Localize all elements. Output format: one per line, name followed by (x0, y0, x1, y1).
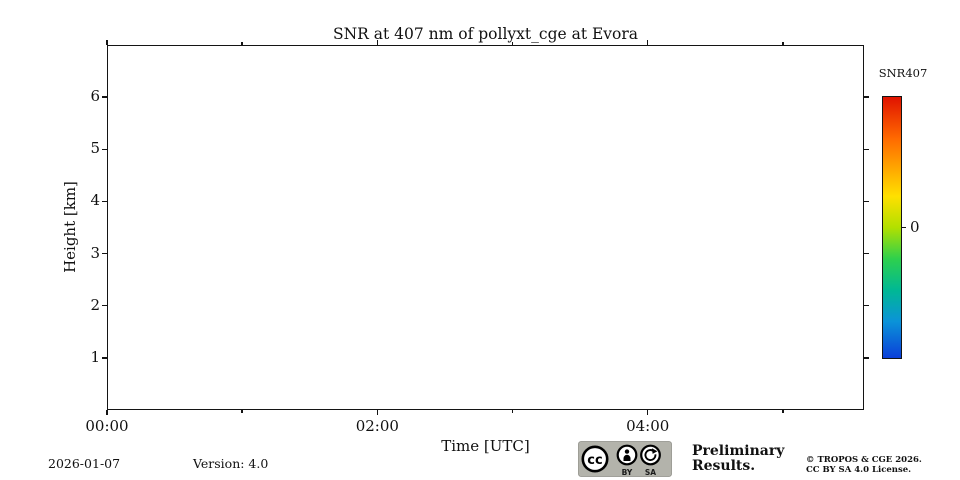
y-tick-mark (102, 252, 107, 255)
x-tick-label: 04:00 (626, 417, 670, 435)
measurement-date: 2026-01-07 (48, 456, 121, 471)
y-tick-mark (864, 357, 869, 359)
x-tick-mark (782, 42, 784, 45)
sa-arrow-icon (640, 444, 661, 466)
x-tick-mark (647, 40, 649, 45)
y-tick-mark (864, 252, 869, 255)
plot-title: SNR at 407 nm of pollyxt_cge at Evora (332, 25, 639, 43)
colorbar-tick-label: 0 (910, 217, 920, 236)
copyright-line2: CC BY SA 4.0 License. (806, 464, 912, 475)
y-tick-label: 5 (90, 139, 100, 158)
x-tick-mark (647, 410, 649, 415)
preliminary-line2: Results. (692, 457, 756, 474)
by-person-head (624, 449, 630, 454)
y-tick-label: 3 (90, 243, 100, 262)
cc-license-badge: cc BY SA (578, 441, 672, 477)
y-tick-mark (102, 200, 107, 203)
x-tick-mark (376, 410, 379, 415)
by-person-body (623, 454, 631, 461)
copyright-line1: © TROPOS & CGE 2026. (806, 455, 922, 465)
copyright-notice: © TROPOS & CGE 2026. CC BY SA 4.0 Licens… (806, 455, 922, 475)
x-tick-mark (241, 42, 243, 45)
cc-icon (581, 445, 609, 473)
x-tick-mark (106, 40, 108, 45)
y-tick-mark (864, 200, 869, 203)
x-axis-label: Time [UTC] (441, 437, 530, 455)
by-label: BY (622, 468, 633, 477)
version-label: Version: 4.0 (193, 456, 269, 471)
sa-label: SA (645, 468, 656, 477)
y-tick-mark (864, 148, 869, 150)
y-tick-label: 1 (90, 347, 100, 366)
y-tick-label: 6 (90, 87, 100, 106)
y-tick-mark (102, 305, 107, 307)
y-tick-mark (102, 148, 107, 150)
y-tick-label: 4 (90, 191, 100, 210)
x-tick-label: 02:00 (355, 417, 399, 435)
sa-arrow-head (651, 448, 658, 454)
x-tick-mark (782, 410, 784, 413)
plot-frame (107, 45, 864, 410)
x-tick-mark (511, 410, 514, 413)
preliminary-line1: Preliminary (692, 443, 785, 459)
y-tick-mark (864, 96, 869, 98)
x-tick-label: 00:00 (85, 417, 129, 435)
x-tick-mark (376, 40, 379, 45)
x-tick-mark (106, 410, 108, 415)
sa-arrow-arc (644, 449, 657, 461)
colorbar-tick-mark (902, 226, 906, 229)
y-tick-mark (864, 305, 869, 307)
cc-icon-text: cc (587, 453, 602, 468)
y-tick-mark (102, 357, 107, 359)
colorbar-label: SNR407 (878, 66, 928, 80)
x-tick-mark (511, 42, 514, 45)
colorbar (882, 96, 902, 359)
preliminary-results-note: Preliminary Results. (692, 444, 784, 473)
y-tick-label: 2 (90, 295, 100, 314)
x-tick-mark (241, 410, 243, 413)
y-tick-mark (102, 96, 107, 98)
